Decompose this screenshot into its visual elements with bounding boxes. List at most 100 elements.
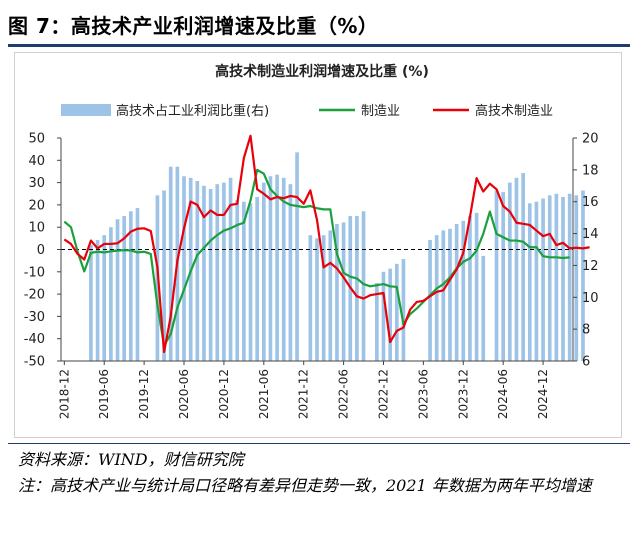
- share-bar: [474, 212, 479, 361]
- share-bar: [95, 239, 100, 361]
- x-tick-label: 2024-06: [496, 369, 510, 419]
- share-bar: [394, 263, 399, 361]
- share-bar: [115, 219, 120, 361]
- share-bar: [554, 193, 559, 361]
- share-bar: [109, 227, 113, 361]
- share-bar: [268, 176, 273, 361]
- right-tick-label: 20: [582, 132, 599, 147]
- share-bar: [168, 166, 173, 361]
- share-bar: [335, 224, 339, 361]
- right-tick-label: 12: [582, 259, 599, 274]
- share-bar: [135, 208, 140, 361]
- x-tick-label: 2021-12: [297, 369, 311, 419]
- x-tick-label: 2022-06: [337, 369, 351, 419]
- share-bar: [567, 193, 572, 361]
- share-bar: [514, 177, 519, 361]
- share-bar: [341, 222, 346, 361]
- note-text: 注：高技术产业与统计局口径略有差异但走势一致，2021 年数据为两年平均增速: [18, 476, 592, 495]
- share-bar: [401, 259, 406, 361]
- legend-bar-label: 高技术占工业利润比重(右): [116, 103, 269, 119]
- share-bar: [122, 216, 126, 361]
- source-text: 资料来源：WIND，财信研究院: [18, 450, 244, 469]
- share-bar: [228, 177, 233, 361]
- x-tick-label: 2020-06: [177, 369, 191, 419]
- share-bar: [328, 230, 333, 361]
- line-series: [63, 134, 590, 354]
- share-bar: [508, 182, 512, 361]
- share-bar: [355, 216, 359, 361]
- legend-mfg-label: 制造业: [361, 104, 400, 119]
- share-bar: [521, 173, 525, 361]
- share-bar: [547, 195, 552, 361]
- share-bar: [102, 235, 107, 361]
- right-axis: 20 18 16 14 12 10 8 6: [572, 132, 599, 370]
- x-tick-label: 2019-12: [137, 369, 151, 419]
- share-bar: [281, 177, 286, 361]
- share-bar: [454, 224, 459, 361]
- share-bar: [501, 192, 506, 361]
- x-tick-label: 2020-12: [217, 369, 231, 419]
- share-bar: [295, 152, 299, 361]
- share-bar: [388, 268, 392, 361]
- right-tick-label: 6: [582, 355, 590, 370]
- left-tick-label: 40: [28, 154, 45, 169]
- left-tick-label: 30: [28, 176, 45, 191]
- right-tick-label: 10: [582, 291, 599, 306]
- share-bar: [481, 255, 486, 361]
- x-tick-label: 2024-12: [536, 369, 550, 419]
- share-bar: [441, 230, 446, 361]
- share-bar: [461, 220, 466, 361]
- title-rule: [8, 44, 630, 47]
- share-bar: [215, 184, 220, 361]
- right-tick-label: 16: [582, 195, 599, 210]
- share-bar: [428, 239, 432, 361]
- left-tick-label: 10: [28, 221, 45, 236]
- x-tick-label: 2021-06: [257, 369, 271, 419]
- share-bar: [315, 238, 319, 361]
- share-bar: [275, 174, 279, 361]
- share-bar: [321, 235, 326, 361]
- x-tick-label: 2018-12: [57, 369, 71, 419]
- left-tick-label: -10: [24, 265, 45, 280]
- footer-rule: [8, 443, 630, 444]
- left-axis: 50 40 30 20 10 0 -10 -20 -30 -40 -50: [24, 132, 62, 370]
- right-tick-label: 14: [582, 227, 599, 242]
- chart-title: 高技术制造业利润增速及比重 (%): [215, 63, 429, 80]
- share-bar: [242, 201, 246, 361]
- left-tick-label: -40: [24, 332, 45, 347]
- share-bar: [248, 203, 253, 361]
- share-bar: [375, 282, 379, 361]
- share-bar: [434, 235, 439, 361]
- x-tick-label: 2022-12: [376, 369, 390, 419]
- share-bar: [208, 188, 213, 361]
- share-bar: [182, 176, 186, 361]
- share-bar: [574, 195, 579, 361]
- x-tick-label: 2023-06: [416, 369, 430, 419]
- bar-series: [89, 152, 585, 361]
- share-bar: [494, 190, 499, 361]
- left-tick-label: 20: [28, 198, 45, 213]
- chart-frame: 高技术制造业利润增速及比重 (%) 高技术占工业利润比重(右) 制造业 高技术制…: [14, 52, 622, 438]
- share-bar: [288, 184, 293, 361]
- chart-legend: 高技术占工业利润比重(右) 制造业 高技术制造业: [61, 103, 553, 119]
- chart-svg: 高技术制造业利润增速及比重 (%) 高技术占工业利润比重(右) 制造业 高技术制…: [24, 63, 599, 419]
- x-tick-label: 2023-12: [456, 369, 470, 419]
- share-bar: [202, 185, 206, 361]
- share-bar: [89, 244, 93, 361]
- figure-title: 图 7：高技术产业利润增速及比重（%）: [8, 14, 379, 38]
- share-bar: [195, 181, 200, 361]
- x-tick-label: 2019-06: [97, 369, 111, 419]
- share-bar: [527, 203, 532, 361]
- share-bar: [581, 190, 585, 361]
- share-bar: [361, 211, 366, 361]
- share-bar: [448, 228, 452, 361]
- manufacturing-line: [63, 168, 570, 347]
- share-bar: [235, 200, 240, 361]
- share-bar: [222, 182, 226, 361]
- share-bar: [308, 235, 313, 361]
- share-bar: [162, 190, 166, 361]
- share-bar: [541, 198, 545, 361]
- share-bar: [561, 196, 565, 361]
- left-tick-label: -50: [24, 355, 45, 370]
- left-tick-label: 0: [37, 243, 45, 258]
